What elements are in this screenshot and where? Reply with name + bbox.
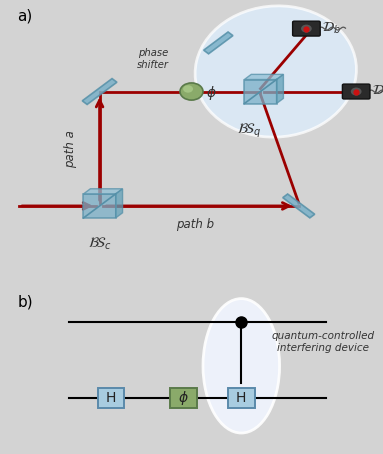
Circle shape bbox=[301, 25, 312, 33]
Text: a): a) bbox=[17, 9, 33, 24]
Text: $\mathcal{B\!S}_q$: $\mathcal{B\!S}_q$ bbox=[237, 122, 261, 140]
Polygon shape bbox=[283, 194, 315, 218]
FancyBboxPatch shape bbox=[228, 388, 255, 408]
Text: $\mathcal{D}_b$: $\mathcal{D}_b$ bbox=[322, 21, 342, 36]
Circle shape bbox=[351, 88, 362, 95]
Polygon shape bbox=[82, 79, 117, 104]
Text: quantum-controlled
interfering device: quantum-controlled interfering device bbox=[272, 331, 375, 353]
Polygon shape bbox=[204, 32, 233, 54]
Polygon shape bbox=[244, 79, 277, 104]
Text: path b: path b bbox=[176, 218, 214, 231]
FancyBboxPatch shape bbox=[342, 84, 370, 99]
Circle shape bbox=[180, 83, 203, 100]
Text: H: H bbox=[106, 391, 116, 405]
Text: $\mathcal{B\!S}_c$: $\mathcal{B\!S}_c$ bbox=[88, 236, 111, 252]
Ellipse shape bbox=[203, 299, 280, 433]
FancyBboxPatch shape bbox=[170, 388, 197, 408]
Text: b): b) bbox=[17, 294, 33, 310]
Polygon shape bbox=[116, 189, 123, 218]
FancyBboxPatch shape bbox=[293, 21, 320, 36]
Text: $\phi$: $\phi$ bbox=[178, 389, 189, 407]
Polygon shape bbox=[277, 74, 283, 104]
FancyBboxPatch shape bbox=[98, 388, 124, 408]
Circle shape bbox=[183, 85, 193, 93]
Polygon shape bbox=[83, 189, 123, 194]
Ellipse shape bbox=[195, 6, 357, 137]
Text: $\phi$: $\phi$ bbox=[206, 84, 217, 102]
Text: path a: path a bbox=[64, 130, 77, 168]
Text: $\mathcal{D}_a$: $\mathcal{D}_a$ bbox=[372, 84, 383, 99]
Polygon shape bbox=[83, 194, 116, 218]
Polygon shape bbox=[244, 74, 283, 79]
Text: phase
shifter: phase shifter bbox=[136, 49, 169, 70]
Text: H: H bbox=[236, 391, 247, 405]
